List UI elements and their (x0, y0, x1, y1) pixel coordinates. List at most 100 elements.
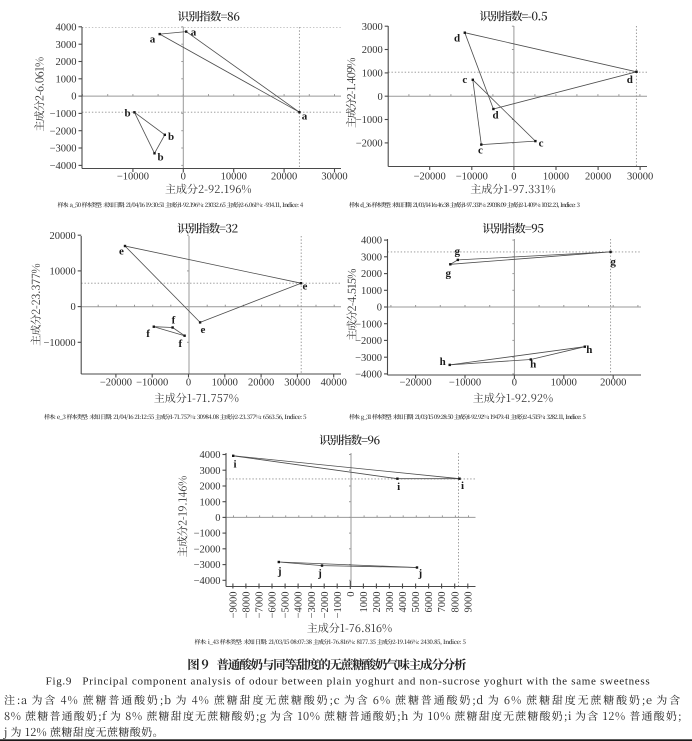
svg-text:40000: 40000 (321, 378, 347, 389)
svg-text:−4000: −4000 (194, 576, 221, 587)
svg-text:−3000: −3000 (307, 592, 318, 619)
svg-text:g: g (455, 246, 461, 258)
svg-text:Fig.9 Principal component an: Fig.9 Principal component analysis of od… (46, 676, 651, 688)
svg-text:20000: 20000 (271, 172, 297, 183)
svg-text:2000: 2000 (200, 482, 221, 493)
svg-text:−2000: −2000 (355, 336, 382, 347)
svg-text:20000: 20000 (248, 378, 274, 389)
svg-text:−8000: −8000 (242, 592, 253, 619)
svg-text:0: 0 (377, 303, 382, 314)
svg-text:−2000: −2000 (194, 544, 221, 555)
svg-text:h: h (586, 344, 592, 356)
svg-text:9000: 9000 (463, 592, 474, 613)
svg-text:7000: 7000 (437, 592, 448, 613)
svg-text:6000: 6000 (424, 592, 435, 613)
svg-text:−10000: −10000 (449, 378, 481, 389)
svg-text:0: 0 (377, 92, 382, 103)
svg-text:−2000: −2000 (356, 139, 383, 150)
svg-text:−5000: −5000 (281, 592, 292, 619)
svg-text:3000: 3000 (56, 40, 77, 51)
svg-text:4000: 4000 (361, 236, 382, 247)
svg-text:−3000: −3000 (355, 353, 382, 364)
svg-text:−10000: −10000 (44, 338, 76, 349)
svg-text:10000: 10000 (543, 172, 569, 183)
svg-text:g: g (446, 268, 452, 280)
svg-text:0: 0 (71, 92, 76, 103)
svg-text:−7000: −7000 (255, 592, 266, 619)
svg-text:1000: 1000 (56, 74, 77, 85)
svg-text:j: j (317, 568, 322, 580)
svg-text:2000: 2000 (372, 592, 383, 613)
svg-text:1000: 1000 (359, 592, 370, 613)
svg-text:−1000: −1000 (356, 115, 383, 126)
svg-text:0: 0 (215, 513, 220, 524)
svg-text:20000: 20000 (585, 172, 611, 183)
svg-text:10000: 10000 (221, 172, 247, 183)
svg-text:h: h (530, 358, 536, 370)
svg-text:−4000: −4000 (50, 161, 77, 172)
svg-text:30000: 30000 (627, 172, 653, 183)
svg-text:−20000: −20000 (400, 378, 432, 389)
svg-text:5000: 5000 (411, 592, 422, 613)
svg-text:−10000: −10000 (136, 378, 168, 389)
svg-text:−6000: −6000 (268, 592, 279, 619)
svg-text:d: d (493, 109, 499, 121)
svg-text:10000: 10000 (49, 267, 75, 278)
svg-text:10000: 10000 (212, 378, 238, 389)
svg-text:b: b (157, 152, 163, 164)
svg-text:f: f (172, 315, 176, 327)
svg-text:−1000: −1000 (355, 319, 382, 330)
svg-text:−2000: −2000 (50, 126, 77, 137)
svg-text:10000: 10000 (551, 378, 577, 389)
svg-text:−1000: −1000 (50, 109, 77, 120)
svg-text:−10000: −10000 (117, 172, 149, 183)
svg-text:c: c (478, 145, 483, 157)
svg-text:j: j (277, 566, 282, 578)
svg-text:20000: 20000 (49, 231, 75, 242)
svg-text:−2000: −2000 (320, 592, 331, 619)
svg-text:8000: 8000 (450, 592, 461, 613)
svg-text:0: 0 (511, 172, 516, 183)
svg-text:d: d (627, 74, 633, 86)
svg-text:1000: 1000 (200, 497, 221, 508)
svg-text:4000: 4000 (200, 450, 221, 461)
svg-text:a: a (150, 34, 156, 46)
svg-text:1000: 1000 (361, 286, 382, 297)
svg-text:3000: 3000 (362, 22, 383, 33)
svg-text:0: 0 (181, 172, 186, 183)
svg-text:−20000: −20000 (414, 172, 446, 183)
svg-text:f: f (146, 328, 150, 340)
svg-text:e: e (303, 281, 308, 293)
svg-text:a: a (191, 27, 197, 39)
svg-text:20000: 20000 (600, 378, 626, 389)
svg-text:c: c (539, 137, 544, 149)
svg-text:2000: 2000 (362, 45, 383, 56)
svg-text:4000: 4000 (398, 592, 409, 613)
svg-text:0: 0 (346, 592, 357, 597)
svg-text:b: b (124, 108, 130, 120)
svg-text:−3000: −3000 (50, 144, 77, 155)
svg-text:a: a (302, 111, 308, 123)
svg-text:0: 0 (70, 302, 75, 313)
svg-text:0: 0 (512, 378, 517, 389)
svg-text:−9000: −9000 (229, 592, 240, 619)
svg-text:−3000: −3000 (194, 560, 221, 571)
svg-text:−4000: −4000 (294, 592, 305, 619)
svg-text:−20000: −20000 (100, 378, 132, 389)
svg-text:h: h (440, 356, 446, 368)
svg-text:b: b (168, 131, 174, 143)
svg-text:3000: 3000 (385, 592, 396, 613)
svg-text:3000: 3000 (200, 466, 221, 477)
svg-text:d: d (454, 33, 460, 45)
svg-text:0: 0 (186, 378, 191, 389)
svg-text:i: i (461, 480, 464, 492)
svg-text:i: i (233, 458, 236, 470)
svg-text:30000: 30000 (284, 378, 310, 389)
svg-text:1000: 1000 (362, 69, 383, 80)
svg-text:2000: 2000 (56, 57, 77, 68)
svg-text:30000: 30000 (321, 172, 347, 183)
svg-text:i: i (397, 481, 400, 493)
svg-text:c: c (462, 74, 467, 86)
svg-text:−1000: −1000 (194, 529, 221, 540)
svg-text:e: e (201, 324, 206, 336)
